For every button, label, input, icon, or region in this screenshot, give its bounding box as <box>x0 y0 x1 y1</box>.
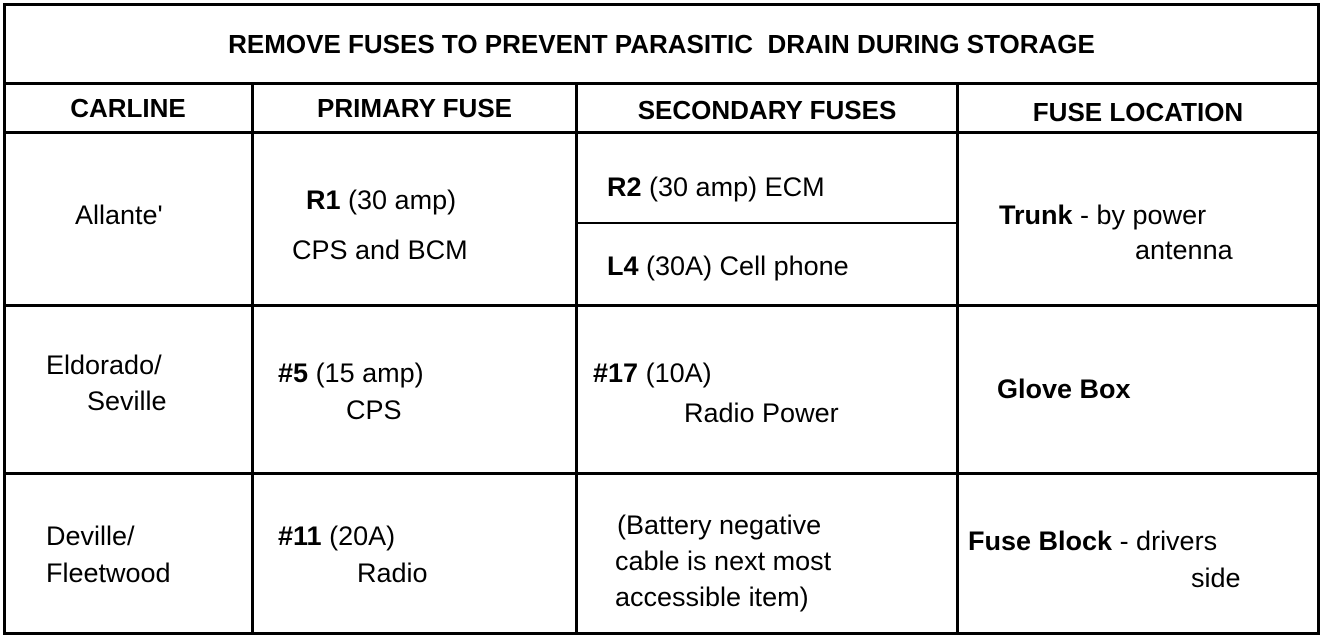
fuse-location-cont: antenna <box>1135 235 1233 265</box>
carline-cell: Allante' <box>75 200 163 230</box>
fuse-location-cell: Glove Box <box>997 374 1131 404</box>
border <box>3 3 1320 6</box>
header-primary-fuse: PRIMARY FUSE <box>316 93 513 123</box>
secondary-note-line: (Battery negative <box>617 510 822 540</box>
table-title: REMOVE FUSES TO PREVENT PARASITIC DRAIN … <box>228 29 1095 59</box>
border <box>3 3 6 635</box>
primary-fuse-desc: CPS and BCM <box>292 235 468 265</box>
carline-cell-cont: Seville <box>87 386 167 416</box>
primary-fuse-cell: R1 (30 amp) <box>306 185 457 215</box>
primary-fuse-desc: Radio <box>357 558 428 588</box>
header-secondary-fuses: SECONDARY FUSES <box>637 95 897 125</box>
header-fuse-location: FUSE LOCATION <box>1032 97 1244 127</box>
divider <box>956 82 959 635</box>
divider <box>3 82 1320 85</box>
secondary-note-line: cable is next most <box>615 546 832 576</box>
carline-cell: Deville/ <box>46 521 135 551</box>
header-carline: CARLINE <box>70 93 186 123</box>
border <box>1317 3 1320 635</box>
primary-fuse-desc: CPS <box>346 395 402 425</box>
fuse-location-cell: Fuse Block - drivers <box>968 526 1218 556</box>
fuse-location-cell: Trunk - by power <box>999 200 1207 230</box>
fuse-location-cont: side <box>1191 563 1241 593</box>
carline-cell-cont: Fleetwood <box>46 558 171 588</box>
divider <box>251 82 254 635</box>
secondary-fuse-cell: R2 (30 amp) ECM <box>607 172 825 202</box>
carline-cell: Eldorado/ <box>46 350 162 380</box>
secondary-fuse-cell: #17 (10A) <box>593 358 712 388</box>
secondary-note-line: accessible item) <box>615 582 809 612</box>
divider <box>577 222 958 224</box>
divider <box>3 131 1320 134</box>
primary-fuse-cell: #5 (15 amp) <box>278 358 424 388</box>
divider <box>3 472 1320 475</box>
primary-fuse-cell: #11 (20A) <box>278 521 396 551</box>
border <box>3 632 1320 635</box>
secondary-fuse-cont: Radio Power <box>684 398 839 428</box>
secondary-fuse-cell: L4 (30A) Cell phone <box>607 251 849 281</box>
divider <box>3 304 1320 307</box>
divider <box>575 82 578 635</box>
